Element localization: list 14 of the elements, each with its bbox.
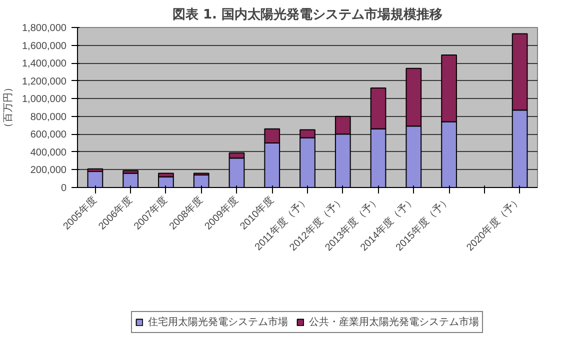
y-tick-label: 1,400,000	[22, 58, 67, 70]
y-tick-label: 600,000	[30, 130, 67, 141]
y-tick-label: 1,600,000	[22, 40, 67, 52]
legend-label: 公共・産業用太陽光発電システム市場	[309, 316, 479, 329]
chart-title: 図表 1. 国内太陽光発電システム市場規模推移	[172, 6, 443, 22]
y-tick-label: 1,000,000	[22, 94, 67, 106]
y-tick-label: 1,800,000	[22, 23, 67, 34]
y-tick-label: 400,000	[30, 147, 67, 158]
y-tick-label: 200,000	[30, 165, 67, 176]
y-tick-label: 800,000	[30, 112, 67, 123]
legend-label: 住宅用太陽光発電システム市場	[148, 316, 288, 329]
y-axis-title: （百万円）	[3, 82, 14, 132]
y-tick-label: 1,200,000	[22, 76, 67, 88]
y-tick-label: 0	[60, 183, 67, 194]
